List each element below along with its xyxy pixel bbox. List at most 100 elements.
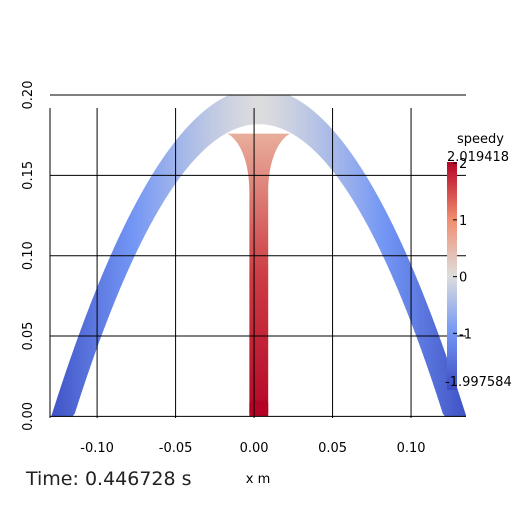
arch-slice	[403, 249, 407, 310]
arch-slice	[256, 95, 260, 125]
arch-slice	[129, 210, 133, 266]
arch-slice	[230, 95, 234, 131]
arch-slice	[62, 374, 66, 417]
arch-slice	[398, 239, 402, 298]
arch-slice	[320, 117, 324, 161]
arch-slice	[279, 95, 283, 129]
arch-slice	[191, 119, 195, 163]
arch-slice	[217, 99, 220, 140]
arch-slice	[382, 206, 386, 261]
arch-slice	[265, 95, 269, 125]
arch-band	[51, 95, 466, 418]
arch-slice	[389, 219, 393, 277]
x-tick-label: -0.05	[159, 441, 193, 456]
arch-slice	[143, 184, 147, 238]
arch-slice	[147, 176, 151, 229]
y-tick-label: 0.10	[21, 241, 36, 270]
arch-slice	[433, 322, 437, 392]
arch-slice	[428, 310, 432, 379]
arch-slice	[405, 254, 409, 315]
arch-slice	[435, 328, 439, 399]
arch-slice	[355, 158, 359, 209]
arch-slice	[145, 180, 149, 233]
arch-slice	[189, 121, 193, 166]
arch-slice	[387, 215, 391, 271]
arch-slice	[309, 107, 313, 149]
x-tick-label: -0.10	[80, 441, 114, 456]
colorbar-tick-label: 2	[459, 157, 467, 172]
y-tick-label: 0.15	[21, 161, 36, 190]
arch-slice	[396, 234, 400, 293]
arch-slice	[223, 96, 227, 135]
colorbar-tick-label: 0	[459, 271, 467, 286]
arch-slice	[184, 126, 188, 172]
arch-slice	[104, 264, 108, 327]
arch-slice	[295, 98, 299, 138]
arch-slice	[373, 188, 377, 242]
arch-slice	[205, 107, 209, 149]
arch-slice	[154, 165, 158, 217]
arch-slice	[78, 328, 82, 399]
arch-slice	[166, 149, 170, 198]
arch-slice	[283, 95, 287, 131]
arch-slice	[364, 173, 368, 224]
colorbar-min-label: -1.997584	[445, 375, 512, 390]
arch-slice	[456, 387, 460, 417]
arch-slice	[101, 270, 105, 333]
arch-slice	[426, 304, 430, 372]
arch-slice	[198, 113, 202, 156]
arch-slice	[157, 162, 161, 213]
arch-slice	[424, 298, 428, 365]
arch-slice	[419, 286, 423, 352]
arch-slice	[408, 259, 412, 321]
arch-slice	[83, 316, 87, 385]
arch-slice	[438, 334, 441, 407]
arch-slice	[106, 259, 110, 321]
arch-slice	[207, 105, 211, 147]
arch-slice	[378, 197, 382, 251]
arch-slice	[288, 95, 292, 134]
arch-slice	[348, 149, 352, 198]
arch-slice	[122, 224, 126, 282]
colorbar-tick-label: -1	[459, 327, 472, 342]
arch-slice	[394, 229, 398, 287]
axis-ticks: -0.10 -0.05 0.00 0.05 0.10 0.00 0.05 0.10 0.15 0.…	[21, 81, 426, 456]
arch-slice	[350, 152, 354, 201]
arch-slice	[65, 367, 68, 417]
arch-slice	[111, 249, 115, 310]
arch-slice	[366, 176, 370, 229]
arch-slice	[336, 134, 340, 181]
arch-slice	[187, 124, 191, 169]
arch-slice	[343, 143, 347, 191]
arch-slice	[161, 155, 165, 205]
arch-slice	[120, 229, 124, 287]
y-tick-label: 0.05	[21, 322, 36, 351]
arch-slice	[85, 310, 89, 379]
arch-slice	[141, 188, 144, 242]
jet-body	[227, 133, 291, 417]
arch-slice	[53, 401, 57, 417]
colorbar-gradient	[447, 162, 457, 390]
arch-slice	[440, 341, 444, 414]
arch-slice	[368, 180, 372, 233]
arch-slice	[60, 380, 64, 417]
arch-slice	[322, 119, 326, 163]
arch-slice	[88, 304, 92, 372]
arch-slice	[290, 96, 294, 135]
arch-slice	[327, 124, 331, 169]
arch-slice	[69, 354, 73, 417]
arch-slice	[385, 210, 389, 266]
arch-slice	[392, 224, 395, 282]
arch-slice	[463, 409, 466, 417]
arch-slice	[276, 95, 280, 129]
arch-slice	[210, 104, 214, 145]
arch-slice	[200, 111, 204, 153]
arch-slice	[345, 146, 349, 194]
arch-slice	[226, 95, 230, 134]
arch-slice	[71, 347, 75, 418]
arch-slice	[299, 101, 303, 141]
arch-slice	[375, 193, 379, 247]
arch-slice	[352, 155, 356, 205]
arch-slice	[180, 131, 184, 178]
